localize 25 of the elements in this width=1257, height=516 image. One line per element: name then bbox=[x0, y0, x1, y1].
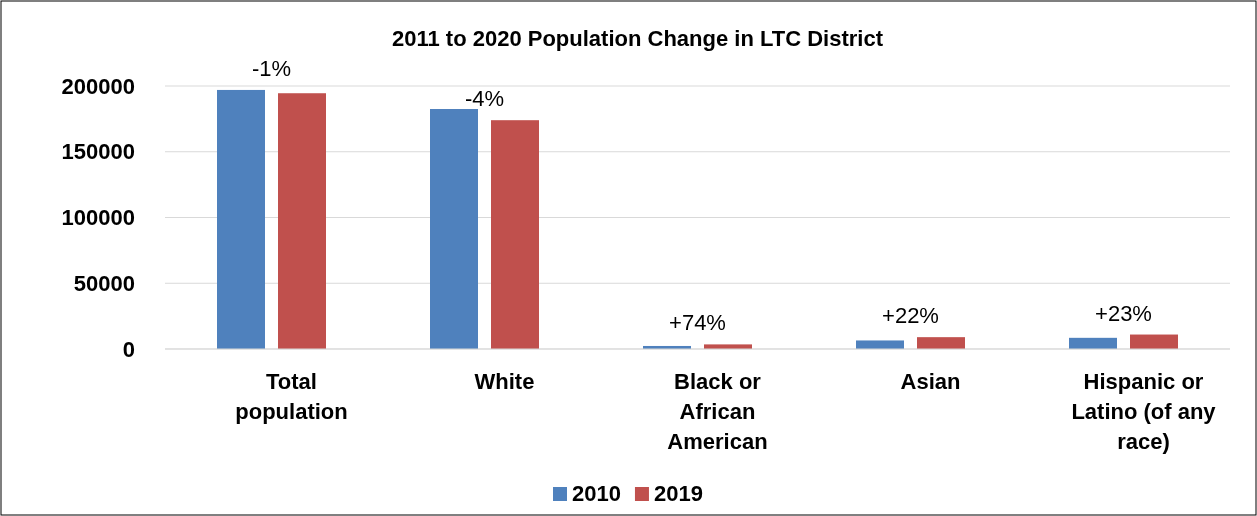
bar bbox=[430, 109, 478, 349]
annotation: -4% bbox=[464, 86, 505, 112]
legend-label: 2019 bbox=[653, 481, 703, 506]
bar bbox=[856, 340, 904, 349]
bar bbox=[278, 93, 326, 349]
annotation: +23% bbox=[1095, 300, 1152, 326]
bar bbox=[491, 120, 539, 349]
annotation: +22% bbox=[882, 303, 939, 329]
legend-label: 2010 bbox=[572, 481, 621, 506]
chart-title: 2011 to 2020 Population Change in LTC District bbox=[391, 26, 884, 51]
bar bbox=[217, 89, 265, 349]
y-tick-label: 0 bbox=[122, 336, 135, 362]
y-tick-label: 100000 bbox=[61, 205, 135, 231]
x-tick-label: Asian bbox=[900, 369, 961, 394]
bar bbox=[1130, 334, 1178, 349]
annotation: -1% bbox=[251, 55, 292, 81]
x-tick-label: Total population bbox=[235, 369, 348, 424]
bar bbox=[917, 337, 965, 349]
x-tick-label: Hispanic or Latino (of any race) bbox=[1071, 369, 1217, 454]
y-tick-label: 150000 bbox=[61, 139, 135, 165]
y-tick-label: 50000 bbox=[73, 270, 135, 296]
x-tick-label: Black or African American bbox=[667, 369, 768, 454]
x-tick-label: White bbox=[474, 369, 535, 394]
annotation: +74% bbox=[669, 310, 726, 336]
y-tick-label: 200000 bbox=[61, 73, 135, 99]
